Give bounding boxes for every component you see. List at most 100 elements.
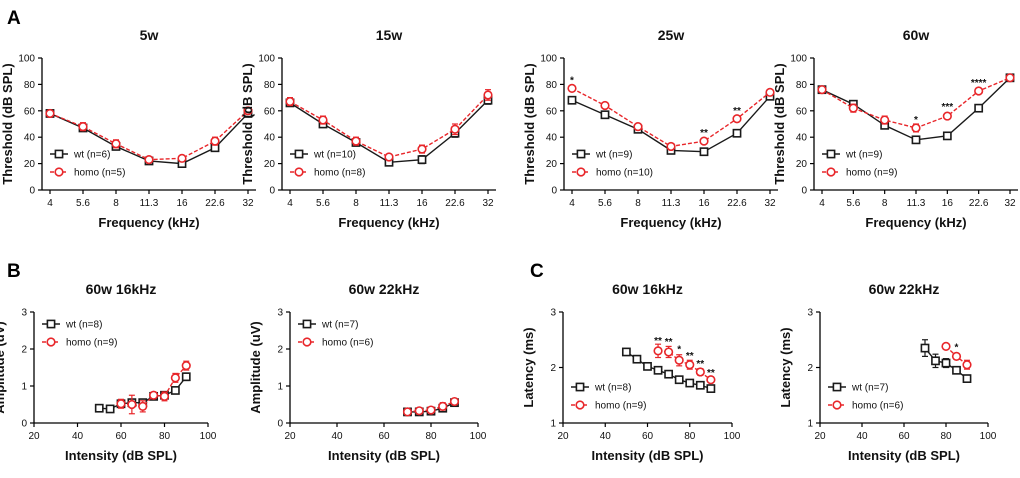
x-tick-label: 16 [698,198,710,209]
chart-8: 60w 22kHz 1 2 3 20 40 60 80 100 Intensity (dB SPL… [778,281,997,463]
significance-marker: ** [733,106,741,117]
y-axis-label: Threshold (dB SPL) [522,63,537,184]
legend-label: homo (n=6) [322,338,373,349]
y-tick-label: 60 [546,106,558,117]
x-tick-label: 32 [242,198,254,209]
y-tick-label: 40 [24,133,36,144]
data-point-wt [952,365,961,375]
legend-label: wt (n=7) [851,383,888,394]
y-axis-label: Threshold (dB SPL) [240,63,255,184]
data-point-homo [210,136,220,146]
data-point-wt [942,131,952,141]
data-point-homo [177,153,187,163]
legend-entry-wt: wt (n=6) [50,150,110,161]
data-point-wt [600,110,610,120]
x-axis-label: Intensity (dB SPL) [848,448,960,463]
data-point-homo [116,399,126,409]
legend-marker [826,149,836,159]
chart-title: 5w [140,27,159,43]
legend-label: wt (n=9) [845,150,882,161]
chart-title: 60w 22kHz [869,281,940,297]
data-point-wt [962,374,972,383]
y-tick-label: 1 [21,382,27,393]
data-point-homo [414,406,424,416]
legend-label: wt (n=7) [321,320,358,331]
x-tick-label: 60 [115,431,127,442]
significance-marker: ** [654,336,662,347]
chart-title: 25w [658,27,685,43]
data-point-homo [706,375,716,385]
x-tick-label: 60 [378,431,390,442]
data-point-homo [942,111,952,121]
data-point-homo [674,355,684,365]
x-tick-label: 4 [47,198,53,209]
legend-marker [826,167,836,177]
y-tick-label: 0 [29,186,35,197]
panel-label: A [7,8,21,29]
data-point-homo [438,401,448,411]
x-axis-label: Frequency (kHz) [620,215,721,230]
x-tick-label: 20 [28,431,40,442]
legend-marker [576,149,586,159]
series-homo [567,83,775,152]
data-point-homo [417,144,427,154]
y-tick-label: 3 [807,308,813,319]
data-point-homo [685,360,695,370]
significance-marker: *** [941,102,953,113]
data-point-homo [181,361,191,371]
legend-marker [46,319,56,329]
legend-marker [302,337,312,347]
x-tick-label: 8 [882,198,888,209]
x-axis-label: Frequency (kHz) [865,215,966,230]
x-tick-label: 100 [200,431,217,442]
y-tick-label: 80 [24,80,36,91]
legend-entry-homo: homo (n=8) [290,167,365,179]
data-point-homo [111,139,121,149]
legend-entry-homo: homo (n=6) [828,400,903,412]
series-homo [45,106,253,165]
y-tick-label: 80 [546,80,558,91]
series-homo [817,73,1015,133]
significance-marker: **** [971,78,987,89]
x-axis-label: Intensity (dB SPL) [328,448,440,463]
y-tick-label: 0 [21,419,27,430]
legend-entry-wt: wt (n=7) [298,320,358,331]
data-point-homo [78,122,88,132]
y-tick-label: 80 [796,80,808,91]
legend-entry-homo: homo (n=6) [298,337,373,349]
legend-marker [575,382,585,392]
y-tick-label: 60 [24,106,36,117]
legend-marker [46,337,56,347]
chart-title: 60w 16kHz [612,281,683,297]
y-tick-label: 100 [790,54,807,65]
legend-entry-wt: wt (n=8) [42,320,102,331]
y-tick-label: 0 [801,186,807,197]
series-homo [402,396,460,417]
data-point-wt [417,155,427,165]
x-tick-label: 4 [569,198,575,209]
x-tick-label: 80 [159,431,171,442]
x-tick-label: 11.3 [380,198,399,209]
data-point-wt [685,378,695,388]
data-point-homo [45,108,55,119]
legend-marker [54,167,64,177]
x-tick-label: 40 [72,431,84,442]
y-tick-label: 60 [796,106,808,117]
data-point-homo [1005,73,1015,83]
y-tick-label: 40 [264,133,276,144]
y-tick-label: 1 [807,419,813,430]
legend-label: homo (n=9) [846,168,897,179]
y-tick-label: 60 [264,106,276,117]
y-tick-label: 1 [550,419,556,430]
y-tick-label: 100 [18,54,35,65]
series-homo [653,343,716,385]
y-tick-label: 40 [546,133,558,144]
x-tick-label: 5.6 [316,198,330,209]
data-point-homo [285,96,295,107]
chart-7: C 60w 16kHz 1 2 3 20 40 60 80 100 Intensity (dB SP… [521,261,741,463]
y-tick-label: 3 [21,308,27,319]
data-point-homo [159,391,170,401]
x-tick-label: 22.6 [205,198,225,209]
significance-marker: * [955,343,959,354]
y-tick-label: 2 [550,363,556,374]
